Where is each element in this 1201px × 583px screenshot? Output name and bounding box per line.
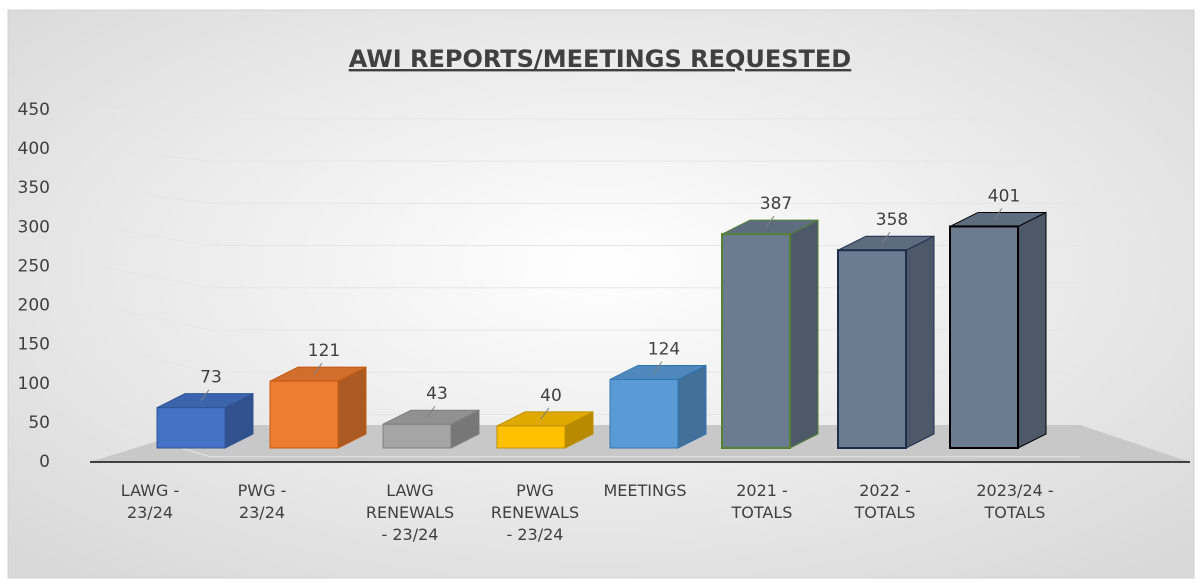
bar-front — [837, 249, 907, 449]
grid-line — [99, 422, 1080, 458]
y-tick-label: 100 — [18, 374, 50, 394]
chart-title: AWI REPORTS/MEETINGS REQUESTED — [349, 45, 851, 73]
bar — [269, 366, 367, 449]
leader-line — [881, 231, 891, 244]
y-tick-label: 50 — [28, 413, 50, 433]
x-tick-label: LAWG RENEWALS - 23/24 — [365, 481, 455, 544]
bar-front — [382, 423, 452, 449]
bar-side — [905, 235, 935, 449]
grid-line — [99, 109, 1080, 120]
bar-side — [789, 219, 819, 449]
x-tick-label: PWG RENEWALS - 23/24 — [490, 481, 580, 544]
value-label: 73 — [200, 368, 222, 388]
x-tick-label: MEETINGS — [603, 481, 687, 500]
leader-line — [765, 215, 775, 228]
value-label: 124 — [648, 339, 680, 359]
grid-line — [99, 148, 1080, 162]
bar-front — [496, 425, 566, 449]
leader-line — [993, 208, 1003, 220]
y-tick-label: 250 — [18, 256, 50, 276]
x-tick-label: 2022 - TOTALS — [854, 481, 916, 522]
x-tick-label: LAWG - 23/24 — [120, 481, 180, 522]
y-tick-label: 350 — [18, 178, 50, 198]
x-tick-label: 2021 - TOTALS — [731, 481, 793, 522]
bar — [837, 235, 935, 449]
y-tick-label: 200 — [18, 296, 50, 316]
value-label: 40 — [540, 386, 562, 406]
bar-front — [949, 225, 1019, 449]
grid-line — [99, 187, 1080, 204]
leader-line — [653, 361, 663, 373]
bar — [609, 364, 707, 449]
bar-front — [269, 380, 339, 449]
value-label: 358 — [876, 210, 908, 230]
leader-line — [200, 389, 210, 401]
bar-side — [1017, 211, 1047, 449]
x-tick-label: 2023/24 - TOTALS — [976, 481, 1054, 522]
y-tick-label: 0 — [39, 452, 50, 472]
y-tick-label: 150 — [18, 335, 50, 355]
bar-front — [721, 233, 791, 449]
leader-line — [313, 362, 323, 375]
bar — [949, 211, 1047, 449]
bar — [721, 219, 819, 449]
y-tick-label: 450 — [18, 100, 50, 120]
bar-front — [156, 407, 226, 449]
bar — [382, 409, 480, 449]
value-label: 401 — [988, 186, 1020, 206]
value-label: 43 — [426, 384, 448, 404]
value-label: 387 — [760, 194, 792, 214]
leader-line — [426, 405, 436, 418]
bar-front — [609, 378, 679, 449]
bar — [156, 392, 254, 449]
y-tick-label: 300 — [18, 217, 50, 237]
x-tick-label: PWG - 23/24 — [237, 481, 287, 522]
leader-line — [540, 407, 550, 420]
y-tick-label: 400 — [18, 139, 50, 159]
value-label: 121 — [308, 341, 340, 361]
bar — [496, 411, 594, 449]
